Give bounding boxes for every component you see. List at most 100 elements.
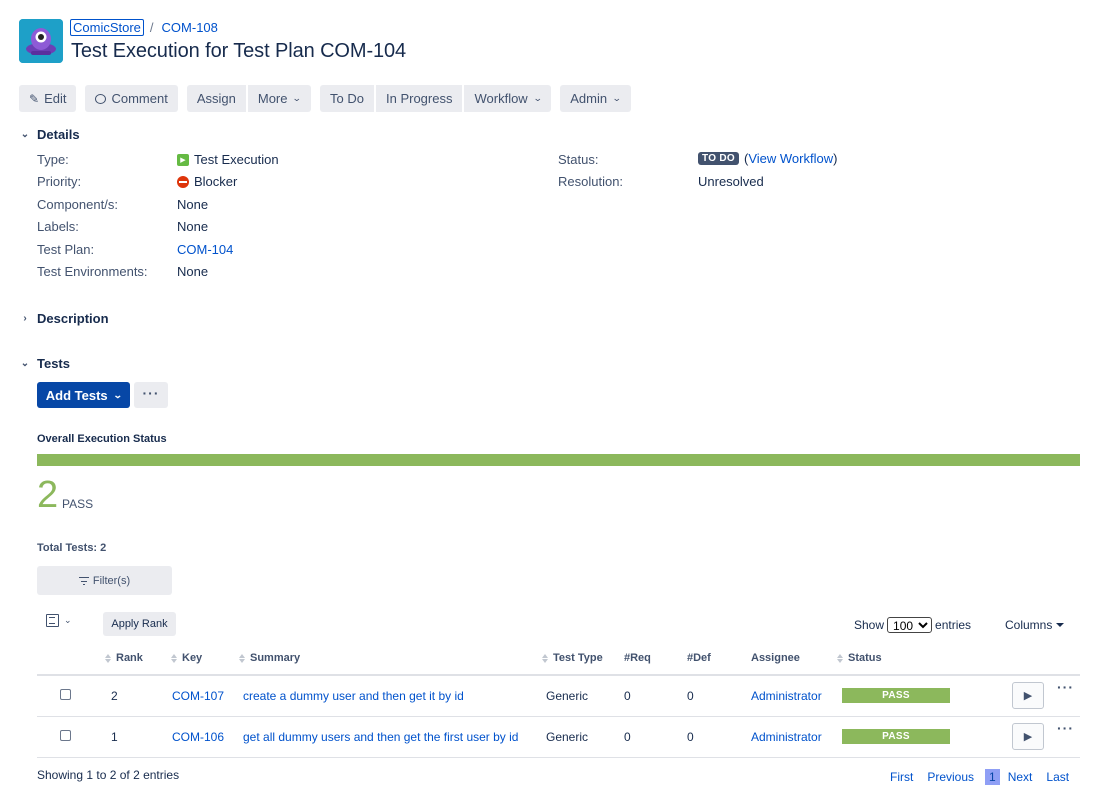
execution-progress-bar — [37, 454, 1080, 466]
test-plan-label: Test Plan: — [37, 242, 95, 257]
chevron-right-icon: › — [23, 313, 27, 324]
type-value-text: Test Execution — [194, 152, 279, 167]
add-tests-button[interactable]: Add Tests ⌄ — [37, 382, 130, 408]
run-test-button[interactable]: ▶ — [1012, 723, 1044, 750]
column-header-status[interactable]: Status — [837, 652, 882, 664]
resolution-value: Unresolved — [698, 174, 764, 189]
chevron-down-icon: ⌄ — [611, 93, 622, 103]
row-more-icon[interactable]: ··· — [1057, 679, 1074, 695]
entries-select[interactable]: 100 — [887, 617, 933, 633]
filter-button-label: Filter(s) — [92, 574, 131, 587]
sort-icon — [171, 653, 177, 663]
tests-toggle[interactable]: ⌄ Tests — [19, 356, 70, 371]
apply-rank-button[interactable]: Apply Rank — [103, 612, 176, 636]
row-key-link[interactable]: COM-107 — [172, 689, 225, 703]
row-summary-link[interactable]: get all dummy users and then get the fir… — [243, 730, 519, 744]
details-heading: Details — [37, 127, 80, 142]
row-checkbox[interactable] — [60, 689, 71, 700]
breadcrumb: ComicStore / COM-108 — [70, 19, 218, 36]
row-rank: 2 — [111, 689, 118, 703]
edit-button[interactable]: ✎ Edit — [19, 85, 77, 112]
more-button[interactable]: More ⌄ — [247, 85, 312, 112]
admin-button[interactable]: Admin ⌄ — [560, 85, 631, 112]
row-assignee-link[interactable]: Administrator — [751, 689, 822, 703]
details-toggle[interactable]: ⌄ Details — [19, 127, 80, 142]
play-icon: ▶ — [1023, 690, 1033, 702]
status-badge: TO DO — [698, 152, 739, 165]
tests-more-button[interactable]: ··· — [134, 382, 168, 408]
sort-icon — [239, 653, 245, 663]
priority-label: Priority: — [37, 174, 82, 189]
comment-button[interactable]: Comment — [85, 85, 178, 112]
row-rank: 1 — [111, 730, 118, 744]
todo-button[interactable]: To Do — [320, 85, 374, 112]
priority-value: Blocker — [177, 174, 237, 189]
total-tests: Total Tests: 2 — [37, 542, 107, 554]
chevron-down-icon: ⌄ — [64, 615, 72, 625]
column-header-summary[interactable]: Summary — [239, 652, 300, 664]
column-header-key[interactable]: Key — [171, 652, 202, 664]
chevron-down-icon: ⌄ — [20, 129, 30, 140]
row-req-count: 0 — [624, 730, 631, 744]
type-label: Type: — [37, 152, 69, 167]
resolution-label: Resolution: — [558, 174, 624, 189]
column-options-dropdown[interactable]: ⌄ — [46, 614, 72, 627]
breadcrumb-project-link[interactable]: ComicStore — [70, 19, 144, 36]
column-header-rank-label: Rank — [116, 652, 143, 664]
column-header-test-type[interactable]: Test Type — [542, 652, 603, 664]
row-summary-link[interactable]: create a dummy user and then get it by i… — [243, 689, 464, 703]
pager-current-page[interactable]: 1 — [985, 769, 1000, 785]
pencil-icon: ✎ — [29, 91, 40, 106]
column-header-rank[interactable]: Rank — [105, 652, 143, 664]
labels-value: None — [177, 219, 209, 234]
run-test-button[interactable]: ▶ — [1012, 682, 1044, 709]
test-environments-label: Test Environments: — [37, 264, 148, 279]
components-label: Component/s: — [37, 197, 118, 212]
tests-heading: Tests — [37, 356, 70, 371]
view-workflow-link[interactable]: View Workflow — [748, 151, 834, 166]
pager-first[interactable]: First — [890, 770, 914, 784]
pager-previous[interactable]: Previous — [927, 770, 975, 784]
row-checkbox[interactable] — [60, 730, 71, 741]
column-header-key-label: Key — [182, 652, 203, 664]
status-value: TO DO (View Workflow) — [698, 151, 837, 166]
column-header-def: #Def — [687, 652, 711, 664]
pager-last[interactable]: Last — [1046, 770, 1070, 784]
row-more-icon[interactable]: ··· — [1057, 720, 1074, 736]
chevron-down-icon: ⌄ — [292, 93, 303, 103]
assign-button[interactable]: Assign — [186, 85, 246, 112]
chevron-down-icon: ⌄ — [112, 389, 123, 400]
admin-button-label: Admin — [570, 91, 608, 106]
row-key-link[interactable]: COM-106 — [172, 730, 225, 744]
workflow-button-label: Workflow — [474, 91, 528, 106]
sort-icon — [837, 653, 843, 663]
description-toggle[interactable]: › Description — [19, 311, 108, 326]
test-execution-icon: ▶ — [177, 153, 189, 166]
assign-button-label: Assign — [196, 91, 236, 106]
filter-icon — [78, 577, 89, 585]
row-def-count: 0 — [687, 689, 694, 703]
row-test-type: Generic — [546, 730, 589, 744]
test-environments-value: None — [177, 264, 209, 279]
pager-next[interactable]: Next — [1007, 770, 1033, 784]
in-progress-button-label: In Progress — [386, 91, 453, 106]
workflow-button[interactable]: Workflow ⌄ — [464, 85, 552, 112]
test-plan-link[interactable]: COM-104 — [177, 242, 234, 257]
row-assignee-link[interactable]: Administrator — [751, 730, 822, 744]
overall-execution-status-label: Overall Execution Status — [37, 433, 167, 445]
row-req-count: 0 — [624, 689, 631, 703]
breadcrumb-issue-link[interactable]: COM-108 — [161, 20, 218, 35]
show-label: Show — [854, 618, 885, 632]
todo-button-label: To Do — [330, 91, 364, 106]
in-progress-button[interactable]: In Progress — [376, 85, 463, 112]
type-value: ▶ Test Execution — [177, 152, 279, 167]
columns-dropdown[interactable]: Columns — [1005, 618, 1065, 632]
filter-button[interactable]: Filter(s) — [37, 566, 172, 595]
tests-table-header: Rank Key Summary Test Type #Req #Def Ass… — [37, 642, 1080, 676]
blocker-icon — [177, 175, 189, 188]
chevron-down-icon: ⌄ — [532, 93, 543, 103]
breadcrumb-separator: / — [149, 20, 154, 35]
sort-icon — [542, 653, 548, 663]
row-def-count: 0 — [687, 730, 694, 744]
document-icon — [46, 614, 59, 627]
